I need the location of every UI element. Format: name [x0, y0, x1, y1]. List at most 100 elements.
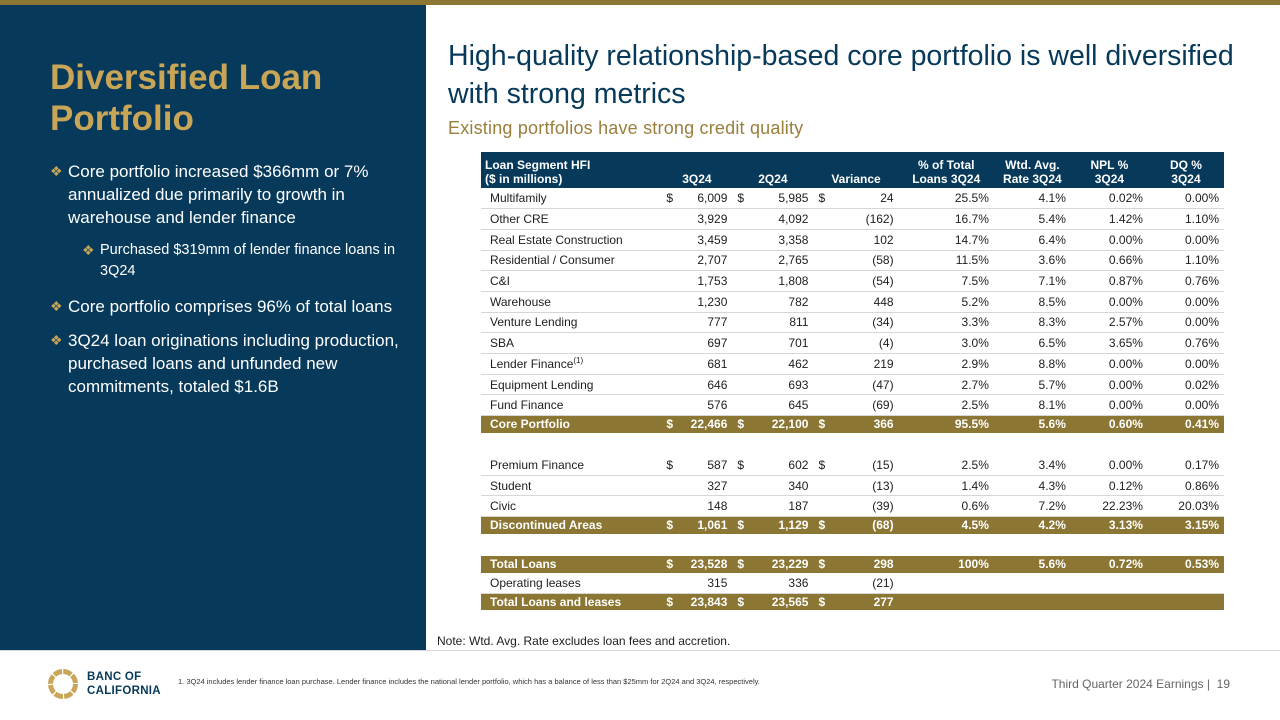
row-label: Total Loans and leases [481, 593, 662, 611]
cell-dq: 0.17% [1147, 454, 1224, 476]
cell-rate: 5.4% [993, 208, 1071, 230]
row-label: Residential / Consumer [481, 250, 662, 272]
header-pct-total: % of Total Loans 3Q24 [898, 152, 994, 188]
cell-rate: 4.3% [993, 475, 1071, 497]
footnote: 1. 3Q24 includes lender finance loan pur… [178, 677, 760, 686]
cell-npl: 3.13% [1070, 516, 1148, 534]
cell-var: (162) [813, 208, 899, 230]
spacer-row [481, 433, 1224, 455]
table-row: Lender Finance(1) 681 462 219 2.9% 8.8% 0.00% 0… [481, 353, 1224, 375]
cell-var: $366 [813, 415, 899, 433]
cell-q3: $587 [661, 454, 733, 476]
table-row: Residential / Consumer 2,707 2,765 (58) 11.5… [481, 250, 1224, 272]
currency-sign: $ [666, 191, 674, 206]
cell-rate [993, 593, 1071, 611]
cell-q2: $23,565 [732, 593, 814, 611]
row-label: Lender Finance(1) [481, 353, 662, 375]
page-subtitle: Existing portfolios have strong credit q… [448, 118, 804, 138]
row-label: C&I [481, 270, 662, 292]
table-row: C&I 1,753 1,808 (54) 7.5% 7.1% 0.87% 0.76% [481, 270, 1224, 292]
cell-q3: $23,843 [661, 593, 733, 611]
cell-rate: 6.4% [993, 229, 1071, 251]
cell-npl [1070, 593, 1148, 611]
cell-q2: 2,765 [732, 250, 814, 272]
cell-pct: 95.5% [898, 415, 994, 433]
currency-sign: $ [666, 457, 674, 472]
bullet-core-portfolio-share: ❖ Core portfolio comprises 96% of total … [50, 297, 393, 316]
cell-npl: 0.12% [1070, 475, 1148, 497]
row-label: Equipment Lending [481, 374, 662, 396]
cell-q2: $23,229 [732, 555, 814, 573]
cell-rate [993, 572, 1071, 594]
cell-var: $298 [813, 555, 899, 573]
table-row: SBA 697 701 (4) 3.0% 6.5% 3.65% 0.76% [481, 332, 1224, 354]
cell-npl [1070, 572, 1148, 594]
cell-q2: 701 [732, 332, 814, 354]
sidebar-panel: Diversified Loan Portfolio ❖ Core portfo… [0, 5, 426, 650]
sub-bullet-lender-finance: ❖ Purchased $319mm of lender finance loa… [82, 242, 396, 279]
header-2q24: 2Q24 [732, 152, 814, 188]
table-row: Fund Finance 576 645 (69) 2.5% 8.1% 0.00% 0.00% [481, 394, 1224, 417]
cell-rate: 7.1% [993, 270, 1071, 292]
row-label: SBA [481, 332, 662, 354]
cell-pct: 25.5% [898, 188, 994, 210]
loan-segment-table: Loan Segment HFI ($ in millions) 3Q24 2Q2… [481, 152, 1224, 611]
row-label: Civic [481, 495, 662, 518]
cell-dq: 0.53% [1147, 555, 1224, 573]
row-label: Premium Finance [481, 454, 662, 476]
cell-dq: 0.86% [1147, 475, 1224, 497]
cell-q2: $5,985 [732, 188, 814, 210]
cell-npl: 0.00% [1070, 229, 1148, 251]
cell-q3: 2,707 [661, 250, 733, 272]
cell-npl: 0.60% [1070, 415, 1148, 433]
header-wtd-avg-rate: Wtd. Avg. Rate 3Q24 [993, 152, 1071, 188]
cell-q3: 315 [661, 572, 733, 594]
table-row: Civic 148 187 (39) 0.6% 7.2% 22.23% 20.03% [481, 495, 1224, 518]
cell-rate: 3.4% [993, 454, 1071, 476]
cell-var: (39) [813, 495, 899, 518]
diamond-bullet-icon: ❖ [50, 332, 63, 348]
cell-rate: 3.6% [993, 250, 1071, 272]
table-row: Equipment Lending 646 693 (47) 2.7% 5.7% 0.00%… [481, 374, 1224, 396]
cell-rate: 8.8% [993, 353, 1071, 375]
cell-q3: 777 [661, 312, 733, 334]
cell-npl: 2.57% [1070, 312, 1148, 334]
row-label: Venture Lending [481, 312, 662, 334]
cell-q2: 645 [732, 394, 814, 417]
cell-pct: 3.3% [898, 312, 994, 334]
currency-sign: $ [737, 457, 745, 472]
row-label: Multifamily [481, 188, 662, 210]
top-accent-bar [0, 0, 1280, 5]
cell-npl: 0.72% [1070, 555, 1148, 573]
cell-npl: 0.02% [1070, 188, 1148, 210]
cell-q3: 3,459 [661, 229, 733, 251]
cell-npl: 0.00% [1070, 291, 1148, 313]
cell-q2: 1,808 [732, 270, 814, 292]
cell-pct: 1.4% [898, 475, 994, 497]
cell-npl: 1.42% [1070, 208, 1148, 230]
table-row: Venture Lending 777 811 (34) 3.3% 8.3% 2.57% 0.… [481, 312, 1224, 334]
cell-q3: 327 [661, 475, 733, 497]
table-row: Warehouse 1,230 782 448 5.2% 8.5% 0.00% 0.00% [481, 291, 1224, 313]
cell-npl: 0.66% [1070, 250, 1148, 272]
cell-q2: 811 [732, 312, 814, 334]
cell-q3: 3,929 [661, 208, 733, 230]
cell-var: $277 [813, 593, 899, 611]
cell-pct: 11.5% [898, 250, 994, 272]
total-loans-and-leases-row: Total Loans and leases $23,843 $23,565 $277 [481, 593, 1224, 611]
cell-q3: 1,753 [661, 270, 733, 292]
cell-pct: 2.9% [898, 353, 994, 375]
cell-npl: 22.23% [1070, 495, 1148, 518]
cell-dq: 0.00% [1147, 312, 1224, 334]
cell-dq: 0.41% [1147, 415, 1224, 433]
cell-var: 448 [813, 291, 899, 313]
row-label: Discontinued Areas [481, 516, 662, 534]
cell-q2: 3,358 [732, 229, 814, 251]
cell-q3: $1,061 [661, 516, 733, 534]
currency-sign: $ [737, 518, 745, 533]
currency-sign: $ [818, 595, 826, 610]
cell-dq: 0.00% [1147, 291, 1224, 313]
cell-pct: 14.7% [898, 229, 994, 251]
cell-q3: $6,009 [661, 188, 733, 210]
footnote-marker: (1) [573, 356, 584, 366]
